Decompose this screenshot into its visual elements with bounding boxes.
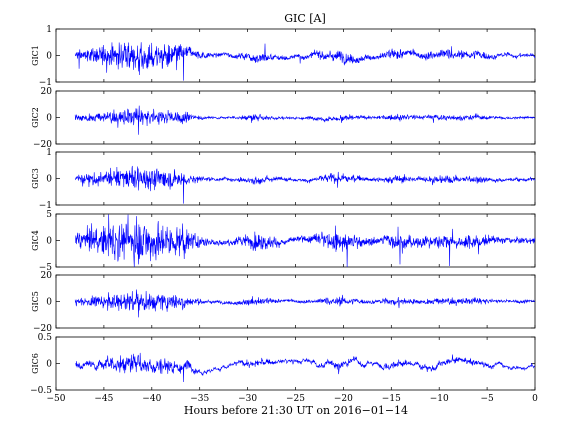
y-tick-label: −1 (39, 201, 52, 211)
x-tick-label: −50 (47, 394, 66, 404)
series-line-gic2 (74, 105, 536, 135)
x-tick-label: −25 (286, 394, 305, 404)
x-tick-label: −5 (480, 394, 494, 404)
y-tick-label: −5 (39, 263, 53, 273)
y-tick-label: −0.5 (30, 386, 52, 396)
y-tick-label: 0 (46, 52, 52, 62)
y-tick-label: 0.5 (38, 333, 53, 343)
x-tick-label: −40 (142, 394, 161, 404)
y-tick-label: 0 (46, 114, 52, 124)
x-axis-label: Hours before 21:30 UT on 2016−01−14 (184, 404, 408, 417)
series-line-gic1 (74, 42, 536, 81)
y-tick-label: 5 (46, 210, 52, 220)
x-tick-label: −45 (94, 394, 113, 404)
series-line-gic5 (74, 289, 536, 318)
x-tick-label: 0 (532, 394, 538, 404)
panel-gic5: 20 0 −20 GIC5 (31, 271, 536, 334)
x-tick-label: −15 (382, 394, 401, 404)
y-tick-label: −20 (33, 140, 52, 150)
panel-gic4: 5 0 −5 GIC4 (31, 210, 536, 273)
x-axis: −50 −45 −40 −35 −30 −25 −20 −15 −10 −5 0 (47, 394, 539, 404)
x-tick-label: −10 (430, 394, 449, 404)
panel-frame (55, 90, 536, 145)
panels: 1 0 −1 GIC1 20 0 −20 GIC2 1 0 −1 GIC3 5 0 −5 GIC4 20 0 −20… (30, 25, 536, 396)
y-axis-label: GIC4 (31, 230, 40, 251)
y-tick-label: 0 (46, 175, 52, 185)
y-tick-label: 0 (46, 360, 52, 370)
y-axis-label: GIC2 (31, 107, 40, 128)
x-tick-label: −30 (238, 394, 257, 404)
x-tick-label: −20 (334, 394, 353, 404)
y-axis-label: GIC1 (31, 45, 40, 66)
y-tick-label: 0 (46, 298, 52, 308)
panel-gic2: 20 0 −20 GIC2 (31, 87, 536, 150)
chart-title: GIC [A] (284, 12, 326, 25)
series-line-gic3 (74, 165, 536, 204)
x-tick-label: −35 (190, 394, 209, 404)
y-tick-label: 20 (41, 87, 53, 97)
y-tick-label: 0 (46, 237, 52, 247)
y-axis-label: GIC6 (31, 353, 40, 374)
y-tick-label: 1 (46, 148, 52, 158)
series-line-gic4 (75, 214, 536, 268)
y-axis-label: GIC3 (31, 168, 40, 189)
y-tick-label: 1 (46, 25, 52, 35)
panel-gic6: 0.5 0 −0.5 GIC6 (30, 333, 536, 396)
series-line-gic6 (74, 352, 536, 383)
y-tick-label: −1 (39, 78, 52, 88)
y-tick-label: 20 (41, 271, 53, 281)
y-axis-label: GIC5 (31, 291, 40, 312)
y-tick-label: −20 (33, 324, 52, 334)
panel-gic3: 1 0 −1 GIC3 (31, 148, 536, 211)
panel-gic1: 1 0 −1 GIC1 (31, 25, 536, 88)
